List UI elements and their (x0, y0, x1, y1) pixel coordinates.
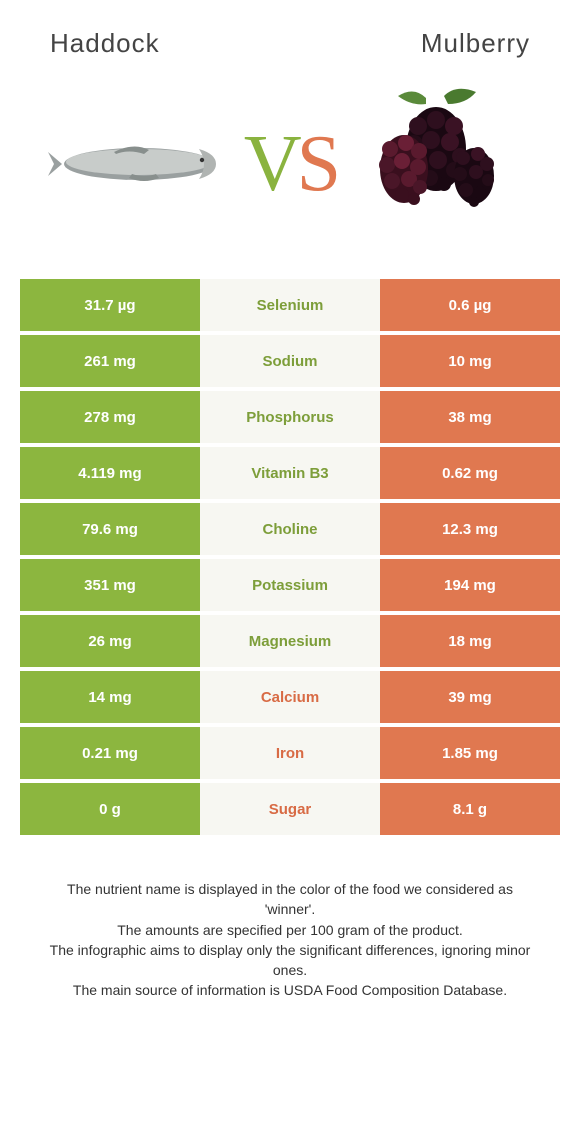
footnote-line: The nutrient name is displayed in the co… (40, 879, 540, 920)
nutrient-label: Potassium (200, 559, 380, 611)
nutrient-label: Choline (200, 503, 380, 555)
left-value: 14 mg (20, 671, 200, 723)
left-value: 79.6 mg (20, 503, 200, 555)
left-value: 31.7 µg (20, 279, 200, 331)
right-value: 39 mg (380, 671, 560, 723)
nutrient-label: Calcium (200, 671, 380, 723)
vs-s: S (297, 120, 337, 208)
left-value: 0 g (20, 783, 200, 835)
right-value: 12.3 mg (380, 503, 560, 555)
left-food-image (44, 84, 234, 244)
right-value: 8.1 g (380, 783, 560, 835)
left-value: 4.119 mg (20, 447, 200, 499)
left-value: 0.21 mg (20, 727, 200, 779)
nutrient-label: Sugar (200, 783, 380, 835)
left-value: 261 mg (20, 335, 200, 387)
right-value: 194 mg (380, 559, 560, 611)
nutrient-label: Selenium (200, 279, 380, 331)
nutrient-row: 0 gSugar8.1 g (20, 783, 560, 839)
nutrient-row: 26 mgMagnesium18 mg (20, 615, 560, 671)
nutrient-label: Phosphorus (200, 391, 380, 443)
nutrient-table: 31.7 µgSelenium0.6 µg261 mgSodium10 mg27… (20, 279, 560, 839)
mulberry-icon (366, 84, 516, 244)
right-food-image (346, 84, 536, 244)
fish-icon (44, 124, 234, 204)
nutrient-row: 351 mgPotassium194 mg (20, 559, 560, 615)
right-value: 0.62 mg (380, 447, 560, 499)
vs-v: V (244, 120, 297, 208)
nutrient-label: Sodium (200, 335, 380, 387)
nutrient-row: 261 mgSodium10 mg (20, 335, 560, 391)
nutrient-row: 79.6 mgCholine12.3 mg (20, 503, 560, 559)
nutrient-row: 0.21 mgIron1.85 mg (20, 727, 560, 783)
left-value: 26 mg (20, 615, 200, 667)
nutrient-label: Iron (200, 727, 380, 779)
left-value: 351 mg (20, 559, 200, 611)
nutrient-row: 4.119 mgVitamin B30.62 mg (20, 447, 560, 503)
right-value: 18 mg (380, 615, 560, 667)
right-food-title: Mulberry (421, 28, 530, 59)
footnote-line: The main source of information is USDA F… (40, 980, 540, 1000)
footnote-line: The amounts are specified per 100 gram o… (40, 920, 540, 940)
nutrient-row: 14 mgCalcium39 mg (20, 671, 560, 727)
header-row: Haddock Mulberry (0, 0, 580, 69)
nutrient-row: 278 mgPhosphorus38 mg (20, 391, 560, 447)
footnote-line: The infographic aims to display only the… (40, 940, 540, 981)
left-food-title: Haddock (50, 28, 160, 59)
right-value: 1.85 mg (380, 727, 560, 779)
footnotes: The nutrient name is displayed in the co… (40, 879, 540, 1001)
nutrient-label: Magnesium (200, 615, 380, 667)
right-value: 10 mg (380, 335, 560, 387)
right-value: 0.6 µg (380, 279, 560, 331)
nutrient-row: 31.7 µgSelenium0.6 µg (20, 279, 560, 335)
images-row: VS (0, 69, 580, 269)
nutrient-label: Vitamin B3 (200, 447, 380, 499)
left-value: 278 mg (20, 391, 200, 443)
vs-label: VS (244, 119, 336, 210)
right-value: 38 mg (380, 391, 560, 443)
